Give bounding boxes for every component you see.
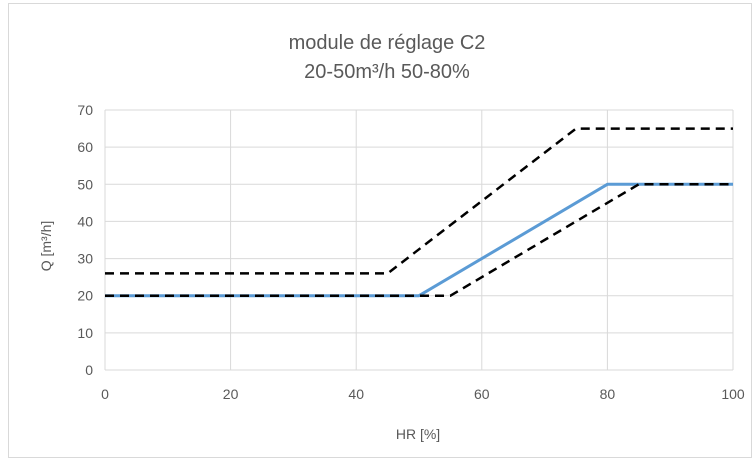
y-axis-title: Q [m³/h] — [38, 221, 54, 272]
chart-title-line-2: 20-50m³/h 50-80% — [304, 61, 470, 83]
x-tick-label: 80 — [600, 386, 616, 402]
y-tick-label: 60 — [77, 139, 93, 155]
y-tick-label: 20 — [77, 288, 93, 304]
y-tick-label: 40 — [77, 213, 93, 229]
gridlines — [104, 109, 734, 371]
chart-frame: 0 10 20 30 40 50 60 70 0 20 40 60 80 100 module de ré… — [8, 3, 752, 458]
x-tick-label: 20 — [223, 386, 239, 402]
y-tick-label: 30 — [77, 251, 93, 267]
y-tick-label: 0 — [85, 362, 93, 378]
y-tick-label: 50 — [77, 176, 93, 192]
x-tick-label: 60 — [474, 386, 490, 402]
tick-labels: 0 10 20 30 40 50 60 70 0 20 40 60 80 100 — [77, 102, 744, 402]
series-layer — [105, 127, 733, 298]
series-line-dashed — [105, 183, 733, 297]
y-tick-label: 10 — [77, 325, 93, 341]
x-axis-title: HR [%] — [396, 426, 440, 442]
line-chart: 0 10 20 30 40 50 60 70 0 20 40 60 80 100 module de ré… — [38, 32, 745, 442]
chart-title-line-1: module de réglage C2 — [289, 32, 486, 54]
y-tick-label: 70 — [77, 102, 93, 118]
x-tick-label: 40 — [348, 386, 364, 402]
x-tick-label: 0 — [101, 386, 109, 402]
x-tick-label: 100 — [721, 386, 745, 402]
series-line-solid — [105, 182, 733, 298]
series-line-dashed — [105, 127, 733, 275]
